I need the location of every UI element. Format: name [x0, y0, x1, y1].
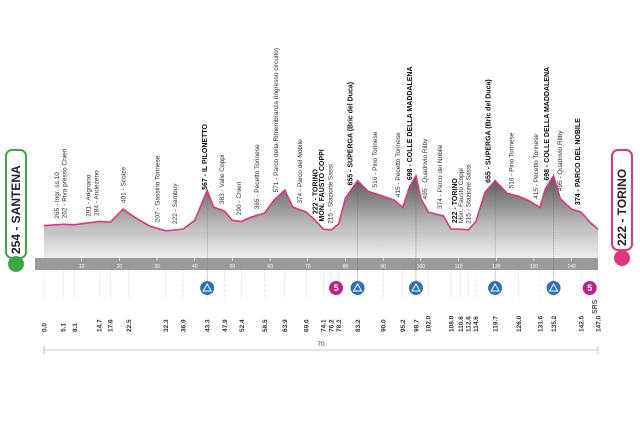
place-label: 207 - Gassino Torinese — [154, 155, 161, 222]
km-label: 22.5 — [126, 319, 133, 332]
x-tick-label: 40 — [192, 264, 198, 270]
place-label: 262 - Riva presso Chieri — [61, 149, 68, 219]
place-label: 516 - Pino Torinese — [509, 132, 516, 188]
x-tick-label: 130 — [530, 264, 539, 270]
place-label: 698 - COLLE DELLA MADDALENA — [407, 66, 414, 180]
x-tick-label: 60 — [267, 264, 273, 270]
km-label: 95.2 — [400, 319, 407, 332]
place-label: 495 - Quadrivio Rilby — [557, 130, 564, 191]
km-label: 131.6 — [537, 315, 544, 332]
x-tick-label: 120 — [492, 264, 501, 270]
km-label: 102.0 — [426, 315, 433, 332]
sprint-icon — [582, 281, 597, 295]
km-label: 90.0 — [380, 319, 387, 332]
km-label: 142.5 — [578, 315, 585, 332]
terrain-area — [44, 175, 598, 258]
km-label: 76.2 — [328, 319, 335, 332]
climb-glyph — [490, 282, 500, 292]
place-label: 495 - Quadrivio Rilby — [422, 138, 429, 199]
place-label: 290 - Chieri — [236, 182, 243, 216]
x-tick-label: 20 — [117, 264, 123, 270]
sprint-label: 5 — [334, 283, 339, 293]
finish-icon — [614, 250, 630, 266]
place-label: 365 - Pecetto Torinese — [254, 144, 261, 209]
km-label: 78.2 — [336, 319, 343, 332]
place-label: 516 - Pino Torinese — [372, 131, 379, 187]
place-label: 222 - TORINO — [312, 169, 319, 215]
km-label: 83.2 — [355, 319, 362, 332]
x-tick-label: 50 — [230, 264, 236, 270]
place-label: 383 - Valle Coppi — [219, 155, 226, 204]
x-tick-label: 80 — [343, 264, 349, 270]
x-tick-label: 70 — [305, 264, 311, 270]
place-label: 571 - Parco della Rimembranza (ingresso … — [273, 48, 280, 193]
place-label: 374 - PARCO DEL NOBILE — [575, 118, 582, 205]
place-label: 415 - Pecetto Torinese — [533, 134, 540, 199]
km-label: 126.0 — [516, 315, 523, 332]
sprint-label: 5 — [587, 283, 592, 293]
place-label: 291 - Arignano — [85, 174, 92, 217]
km-label: 63.9 — [282, 319, 289, 332]
place-label: 698 - COLLE DELLA MADDALENA — [544, 67, 551, 181]
place-label: 567 - IL PILONETTO — [202, 124, 209, 190]
km-label: 47.9 — [222, 319, 229, 332]
climb-glyph — [411, 282, 421, 292]
km-label: 114.6 — [473, 316, 480, 332]
place-label: 655 - SUPERGA (Bric del Duca) — [347, 82, 354, 186]
km-label: 147.0 — [595, 315, 602, 332]
climb-glyph — [548, 282, 559, 292]
km-label: 74.1 — [321, 319, 328, 332]
scale-band — [35, 258, 598, 270]
km-label: 17.6 — [108, 319, 115, 332]
x-tick-label: 90 — [380, 264, 386, 270]
profile-line — [43, 173, 599, 232]
place-label: 222 - Sambuy — [172, 183, 179, 224]
place-label: 374 - Parco del Nobile — [437, 144, 444, 209]
finish-label: 222 - TORINO — [615, 169, 629, 246]
climb-glyph — [202, 282, 213, 292]
climb-glyph — [352, 282, 363, 292]
logo: SRS — [592, 299, 599, 314]
x-tick-label: 110 — [455, 264, 463, 270]
km-label: 8.1 — [72, 323, 79, 332]
km-label: 119.7 — [492, 316, 499, 332]
place-label: 401 - Scoize — [120, 167, 127, 204]
x-tick-label: 10 — [79, 264, 85, 270]
place-label: 415 - Pecetto Torinese — [395, 132, 402, 197]
km-label: 108.0 — [448, 315, 455, 332]
place-label: 655 - SUPERGA (Bric del Duca) — [485, 79, 492, 183]
km-label: 98.7 — [413, 319, 420, 332]
km-label: 52.4 — [239, 319, 246, 332]
x-tick-label: 100 — [417, 264, 426, 270]
km-label: 112.6 — [466, 316, 473, 332]
km-label: 36.9 — [180, 319, 187, 332]
km-label: 32.3 — [163, 319, 170, 332]
x-tick-label: 30 — [154, 264, 160, 270]
km-label: 0.0 — [41, 323, 48, 332]
start-icon — [8, 256, 24, 272]
km-label: 58.5 — [262, 319, 269, 332]
place-label: 284 - Andezeno — [93, 170, 100, 216]
place-label: 215 - Stazione Sassi — [327, 164, 334, 224]
km-label: 69.6 — [304, 319, 311, 332]
place-label: Mon. Fausto Coppi — [458, 168, 465, 223]
km-label: 5.1 — [61, 323, 68, 332]
km-label: 135.2 — [551, 315, 558, 332]
sprint-icon — [329, 281, 344, 295]
place-label: 222 - TORINO — [452, 178, 459, 224]
distance-note: 70 — [317, 341, 325, 348]
km-label: 110.6 — [458, 316, 465, 332]
place-label: MON. FAUSTO COPPI — [319, 149, 326, 221]
x-tick-label: 140 — [567, 264, 576, 270]
km-label: 14.7 — [97, 319, 104, 332]
place-label: 374 - Parco del Nobile — [297, 139, 304, 204]
place-label: 215 - Stazione Sassi — [465, 164, 472, 224]
km-label: 43.3 — [204, 319, 211, 332]
start-label: 254 - SANTENA — [9, 165, 23, 254]
place-label: 265 - Ingr. ss.10 — [54, 172, 61, 219]
